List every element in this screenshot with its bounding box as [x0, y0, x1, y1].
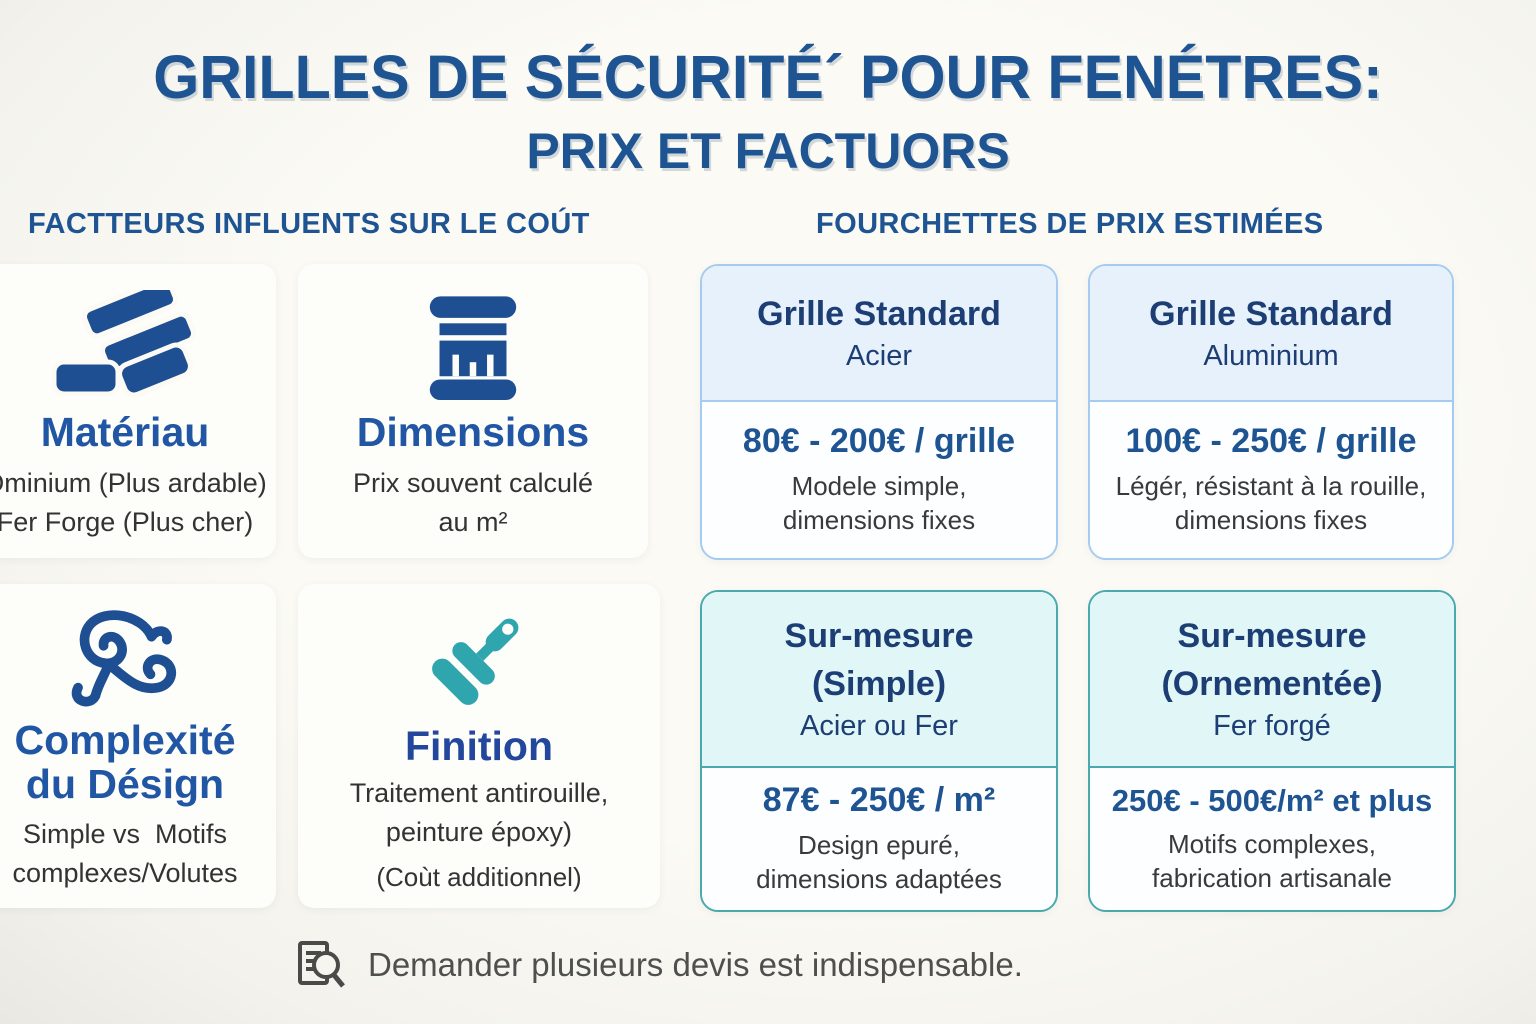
price-card-header: Sur-mesure (Simple) Acier ou Fer [702, 592, 1056, 768]
page-title-line-2: PRIX ET FACTUORS [526, 123, 1010, 179]
price-card-title: (Ornementée) [1161, 664, 1383, 703]
factor-text-line: Ominium (Plus ardable) [0, 468, 267, 499]
price-description: Modele simple, [791, 471, 967, 502]
ruler-dimensions-icon [429, 296, 517, 400]
factor-title: Dimensions [356, 409, 590, 455]
price-value: 80€ - 200€ / grille [742, 422, 1016, 461]
price-card-title: Sur-mesure [1177, 617, 1367, 655]
price-card-title: Sur-mesure [784, 617, 974, 655]
price-card-body: 87€ - 250€ / m² Design epuré, dimensions… [702, 768, 1056, 910]
factor-text-line: Traitement antirouille, [349, 778, 609, 809]
price-card-header: Sur-mesure (Ornementée) Fer forgé [1090, 592, 1454, 768]
price-description: Légér, résistant à la rouille, [1115, 471, 1427, 502]
factor-text-line: Fer Forge (Plus cher) [0, 507, 254, 538]
price-card-title: (Simple) [811, 664, 947, 703]
factor-text-line: Simple vs Motifs [22, 818, 228, 849]
price-card-header: Grille Standard Acier [702, 266, 1056, 402]
factor-title: Complexité [14, 717, 236, 763]
section-header-cost-factors: FACTTEURS INFLUENTS SUR LE COÚT [28, 208, 590, 240]
price-description: dimensions fixes [782, 505, 976, 535]
factor-text-line: (Coùt additionnel) [376, 861, 582, 892]
factor-title: Matériau [40, 409, 210, 455]
price-card-custom-simple: Sur-mesure (Simple) Acier ou Fer 87€ - 2… [700, 590, 1058, 912]
factor-title: du Désign [25, 761, 225, 808]
paint-roller-icon [432, 618, 519, 705]
price-card-standard-aluminium: Grille Standard Aluminium 100€ - 250€ / … [1088, 264, 1454, 560]
factor-text-line: complexes/Volutes [12, 857, 238, 888]
price-description: fabrication artisanale [1152, 862, 1392, 893]
price-card-title: Grille Standard [1149, 294, 1393, 333]
price-card-custom-ornate: Sur-mesure (Ornementée) Fer forgé 250€ -… [1088, 590, 1456, 912]
factor-text-line: au m² [438, 507, 508, 538]
volute-swirl-icon [71, 610, 176, 707]
price-description: Motifs complexes, [1167, 828, 1377, 859]
price-card-subtitle: Acier ou Fer [800, 710, 958, 742]
price-description: Design epuré, [798, 830, 960, 861]
price-card-header: Grille Standard Aluminium [1090, 266, 1452, 402]
page-title-line-1: GRILLES DE SÉCURITÉ´ POUR FENÉTRES: [153, 43, 1383, 111]
factor-card-material: Matériau Ominium (Plus ardable) Fer Forg… [0, 264, 276, 558]
factor-card-design-complexity: Complexité du Désign Simple vs Motifs co… [0, 584, 276, 908]
price-value: 250€ - 500€/m² et plus [1111, 782, 1433, 818]
price-card-body: 100€ - 250€ / grille Légér, résistant à … [1090, 402, 1452, 558]
document-magnifier-icon [298, 941, 345, 988]
price-card-title: Grille Standard [757, 294, 1001, 333]
price-description: dimensions fixes [1174, 505, 1368, 535]
factor-text-line: Prix souvent calculé [352, 468, 594, 499]
price-card-standard-steel: Grille Standard Acier 80€ - 200€ / grill… [700, 264, 1058, 560]
price-card-subtitle: Aluminium [1203, 340, 1339, 373]
section-header-price-ranges: FOURCHETTES DE PRIX ESTIMÉES [816, 208, 1324, 240]
price-value: 100€ - 250€ / grille [1125, 422, 1417, 461]
price-value: 87€ - 250€ / m² [762, 781, 996, 820]
factor-title: Finition [404, 723, 553, 769]
factor-text-line: peinture époxy) [385, 817, 573, 848]
price-description: dimensions adaptées [756, 864, 1002, 894]
price-card-subtitle: Acier [845, 340, 913, 373]
metal-ingots-icon [51, 290, 196, 398]
footer-note-text: Demander plusieurs devis est indispensab… [368, 946, 1023, 983]
footer-note: Demander plusieurs devis est indispensab… [296, 938, 1023, 992]
factor-card-finish: Finition Traitement antirouille, peintur… [298, 584, 660, 908]
factor-card-dimensions: Dimensions Prix souvent calculé au m² [298, 264, 648, 558]
price-card-body: 80€ - 200€ / grille Modele simple, dimen… [702, 402, 1056, 558]
price-card-body: 250€ - 500€/m² et plus Motifs complexes,… [1090, 768, 1454, 910]
price-card-subtitle: Fer forgé [1213, 710, 1331, 742]
